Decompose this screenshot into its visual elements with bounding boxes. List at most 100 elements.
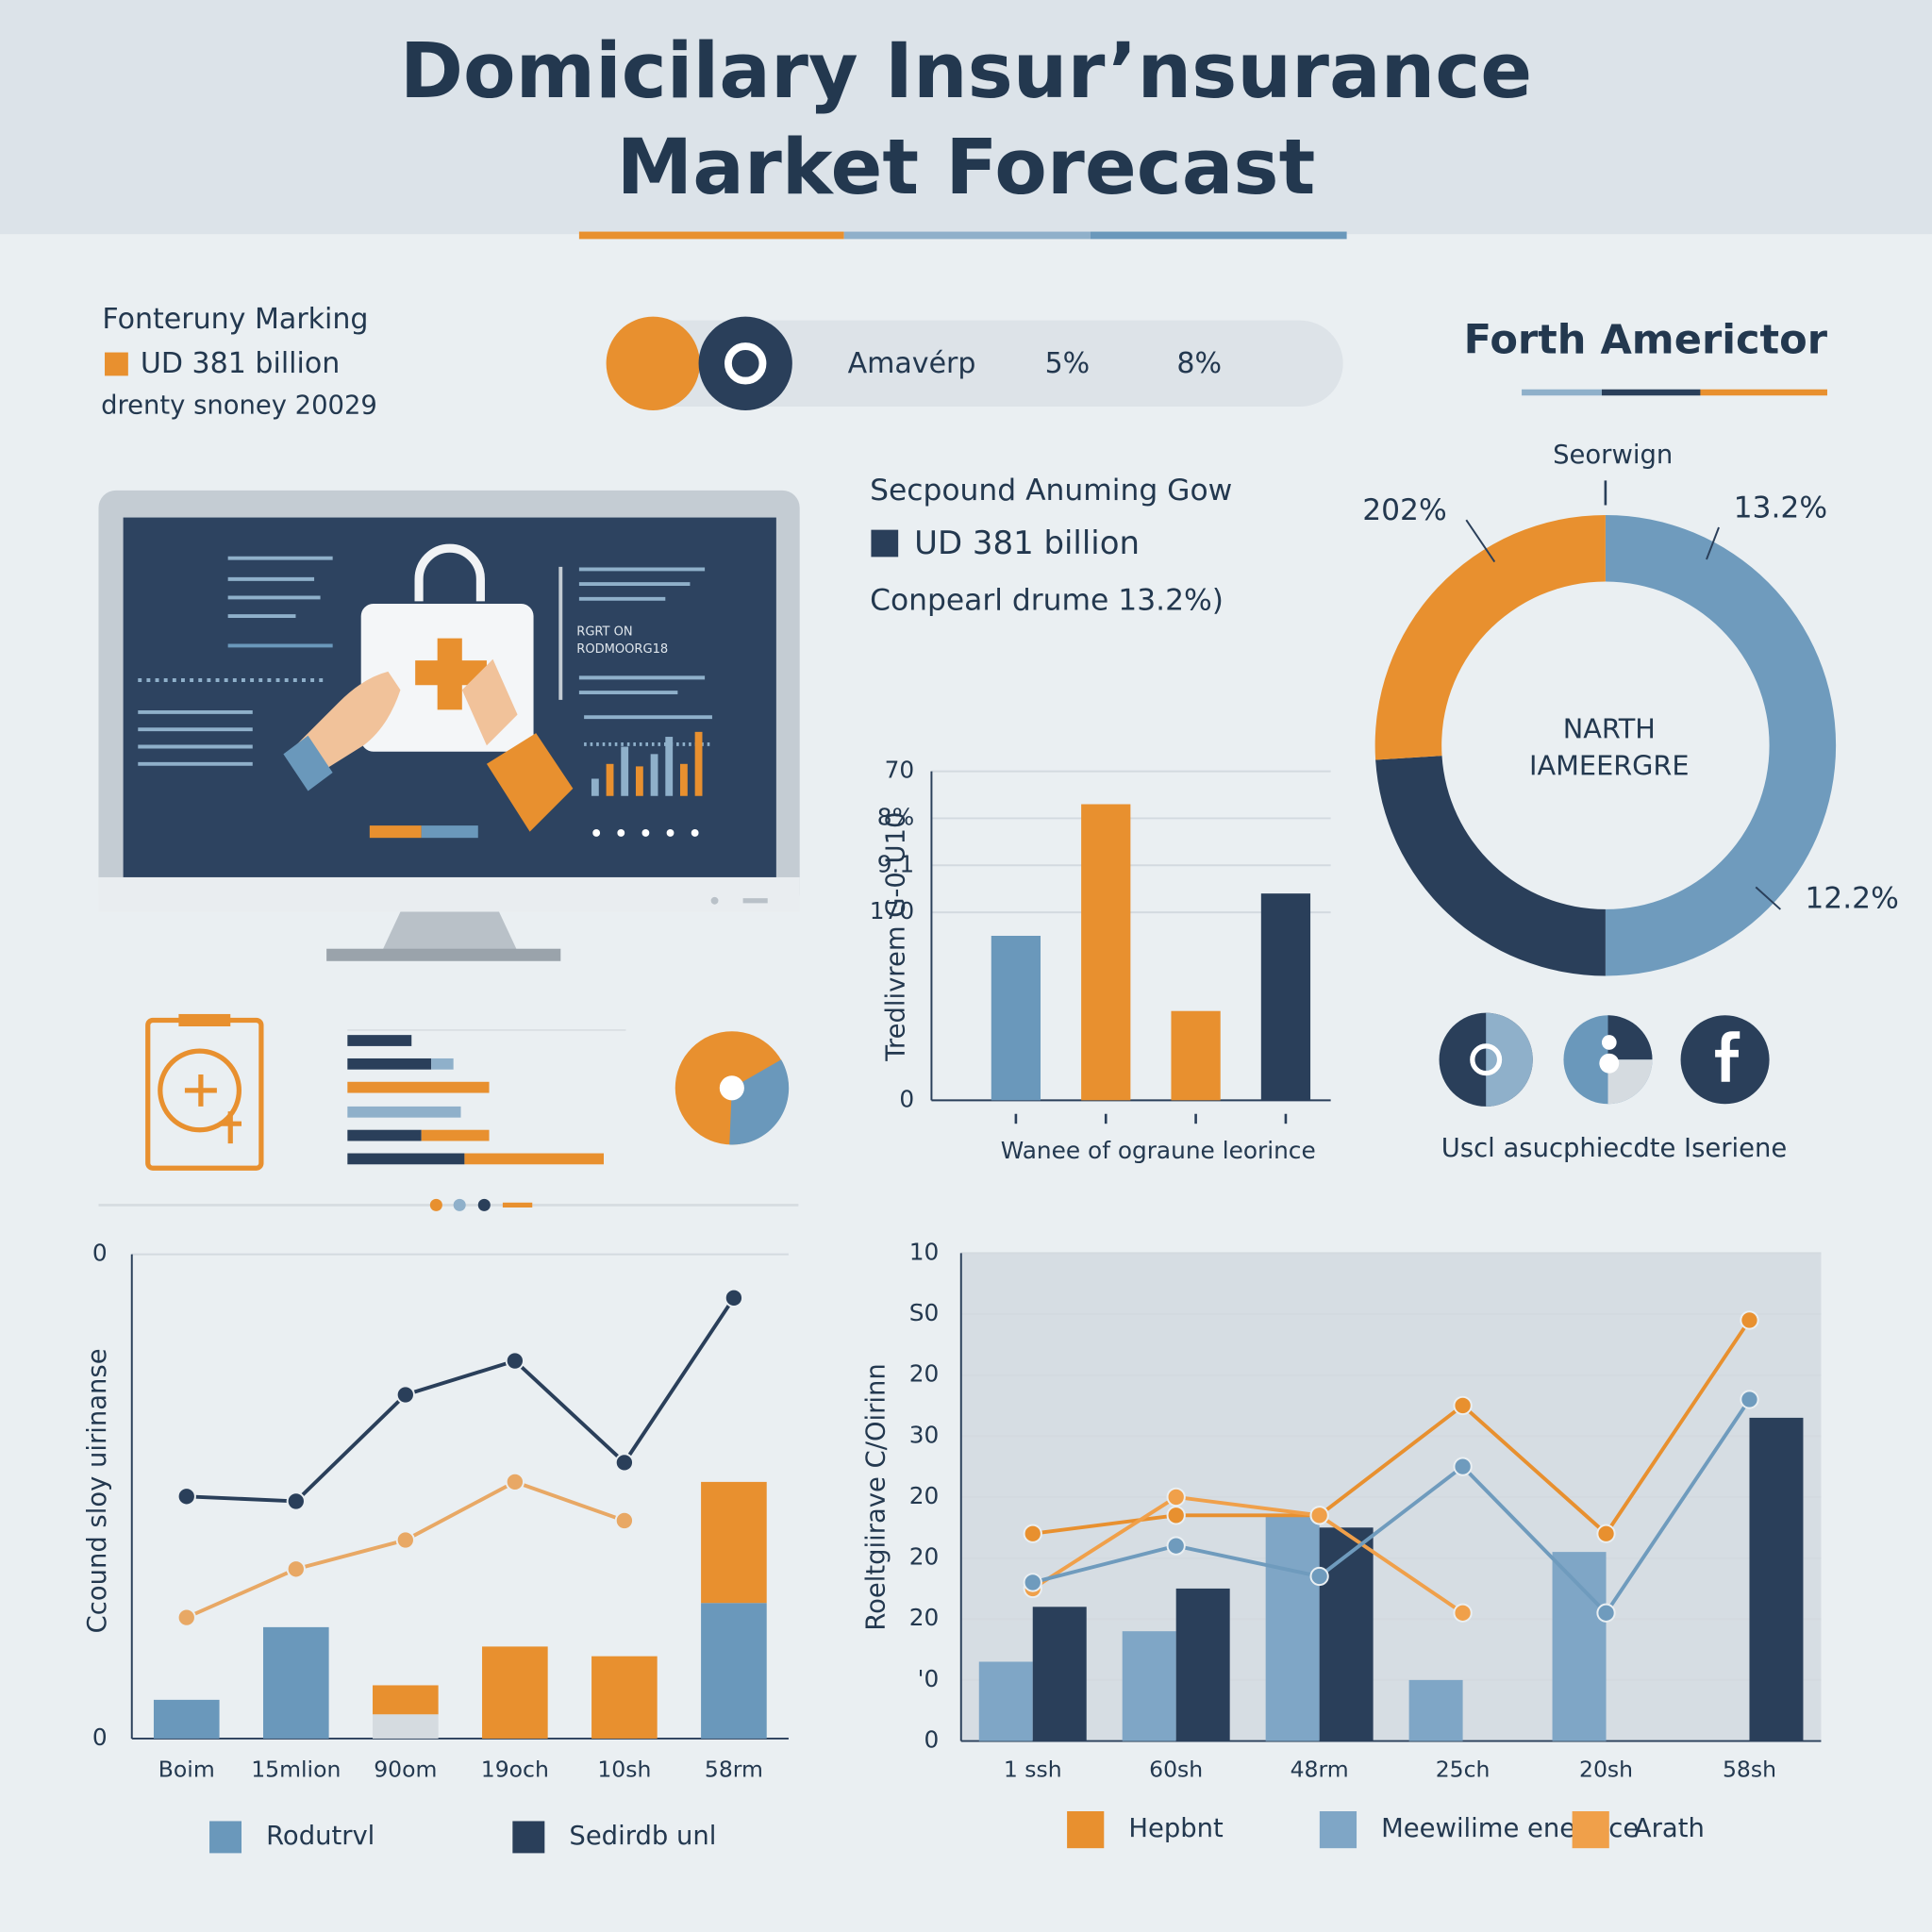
y-tick-label: 0 bbox=[92, 1240, 108, 1267]
pill-dot bbox=[698, 316, 792, 410]
line-point bbox=[1309, 1506, 1329, 1525]
x-tick-label: 19och bbox=[481, 1756, 549, 1782]
bar bbox=[1408, 1679, 1463, 1741]
legend-key bbox=[512, 1821, 545, 1854]
bar bbox=[991, 936, 1041, 1101]
legend-label: Hepbnt bbox=[1128, 1814, 1224, 1843]
leader-line bbox=[1755, 886, 1782, 910]
screen-text: RGRT ON bbox=[576, 625, 632, 640]
pill-figure: 5% bbox=[1045, 347, 1091, 380]
legend-key bbox=[1067, 1811, 1105, 1849]
monitor-illustration: RGRT ON RODMOORG18 bbox=[98, 490, 800, 961]
region-heading: Forth Americtor bbox=[1464, 317, 1828, 364]
bar bbox=[701, 1603, 767, 1739]
y-tick-label: 30 bbox=[909, 1421, 940, 1448]
growth-value: UD 381 billion bbox=[914, 525, 1140, 562]
y-tick-label: 70 bbox=[885, 757, 915, 784]
y-tick-label: 10 bbox=[909, 1238, 940, 1265]
line-series bbox=[1031, 1494, 1464, 1615]
cross bbox=[415, 638, 487, 710]
social-icons bbox=[1439, 1012, 1770, 1107]
pill bbox=[607, 320, 1343, 408]
pill-dot bbox=[606, 316, 700, 410]
x-tick-label: 58sh bbox=[1723, 1756, 1776, 1782]
line-point bbox=[505, 1351, 525, 1371]
bar bbox=[1081, 804, 1131, 1101]
x-tick-label: 58rm bbox=[705, 1756, 763, 1782]
line-point bbox=[286, 1491, 306, 1511]
donut-center-label: NARTH bbox=[1563, 713, 1656, 745]
y-tick-label: 0 bbox=[924, 1726, 939, 1754]
legend-key bbox=[209, 1821, 242, 1854]
legend-label: Rodutrvl bbox=[266, 1822, 375, 1851]
line-point bbox=[176, 1607, 196, 1627]
bag-handle bbox=[414, 543, 485, 602]
y-tick-label: 20 bbox=[909, 1604, 940, 1631]
y-tick-label: 20 bbox=[909, 1482, 940, 1509]
bar bbox=[978, 1661, 1033, 1741]
decor-bars bbox=[347, 1029, 626, 1165]
bar bbox=[482, 1646, 548, 1739]
line-point bbox=[724, 1288, 744, 1307]
screen-dots bbox=[592, 829, 699, 837]
bar bbox=[262, 1626, 329, 1739]
title-line: Market Forecast bbox=[617, 124, 1316, 212]
donut-annotation: 202% bbox=[1362, 493, 1447, 527]
pill-figure: 8% bbox=[1176, 347, 1222, 380]
bar bbox=[373, 1714, 439, 1739]
bezel-dot bbox=[710, 896, 719, 905]
bar bbox=[1552, 1552, 1607, 1741]
y-tick-label: 20 bbox=[909, 1360, 940, 1388]
line-point bbox=[1166, 1506, 1186, 1525]
pill-ring bbox=[724, 342, 767, 385]
line-point bbox=[1596, 1603, 1616, 1623]
title-underline bbox=[843, 231, 1091, 240]
line-point bbox=[1453, 1603, 1473, 1623]
x-tick-label: 60sh bbox=[1149, 1756, 1203, 1782]
title-underline bbox=[578, 231, 844, 240]
x-tick-label: Boim bbox=[158, 1756, 215, 1782]
summary-value: UD 381 billion bbox=[141, 347, 340, 380]
line-point bbox=[395, 1530, 415, 1550]
line-point bbox=[614, 1453, 634, 1473]
y-tick-label: 8% bbox=[877, 803, 914, 830]
y-tick-label: '0 bbox=[918, 1665, 940, 1692]
x-axis-label: Wanee of ograune leorince bbox=[1001, 1137, 1316, 1164]
y-tick-label: 0 bbox=[92, 1724, 108, 1751]
bar bbox=[1175, 1588, 1230, 1741]
leader-line bbox=[1465, 519, 1496, 563]
line-point bbox=[614, 1510, 634, 1531]
line-point bbox=[1453, 1457, 1473, 1476]
bar bbox=[1122, 1631, 1176, 1741]
line-point bbox=[1166, 1536, 1186, 1556]
donut-hole bbox=[1442, 582, 1769, 908]
monitor-stand bbox=[381, 911, 518, 952]
y-tick-label: 170 bbox=[870, 897, 914, 924]
bar bbox=[701, 1481, 767, 1604]
line-point bbox=[505, 1472, 525, 1492]
line-point bbox=[1166, 1487, 1186, 1507]
line-point bbox=[176, 1487, 196, 1507]
y-axis-label: Ccound sloy uirinanse bbox=[83, 1348, 112, 1633]
y-tick-label: S0 bbox=[909, 1299, 940, 1326]
screen-bar bbox=[369, 825, 422, 839]
donut-annotation: 12.2% bbox=[1805, 881, 1899, 915]
line-point bbox=[1309, 1566, 1329, 1587]
line-point bbox=[395, 1385, 415, 1405]
sleeve bbox=[486, 733, 574, 832]
title-line: Domicilary Insur’nsurance bbox=[400, 27, 1532, 116]
donut-annotation: 13.2% bbox=[1734, 491, 1828, 525]
x-tick-label: 48rm bbox=[1291, 1756, 1349, 1782]
line-series bbox=[186, 1296, 736, 1504]
donut-title: Seorwign bbox=[1553, 441, 1673, 470]
legend-key bbox=[1572, 1811, 1609, 1849]
line-point bbox=[1023, 1524, 1042, 1543]
bar bbox=[591, 1656, 658, 1739]
x-tick-label: 90om bbox=[374, 1756, 437, 1782]
pill-label: Amavérp bbox=[848, 347, 976, 380]
summary-key bbox=[105, 352, 128, 376]
bar bbox=[1265, 1515, 1320, 1741]
donut-center-label: IAMEERGRE bbox=[1529, 750, 1690, 782]
bar bbox=[1749, 1417, 1804, 1741]
